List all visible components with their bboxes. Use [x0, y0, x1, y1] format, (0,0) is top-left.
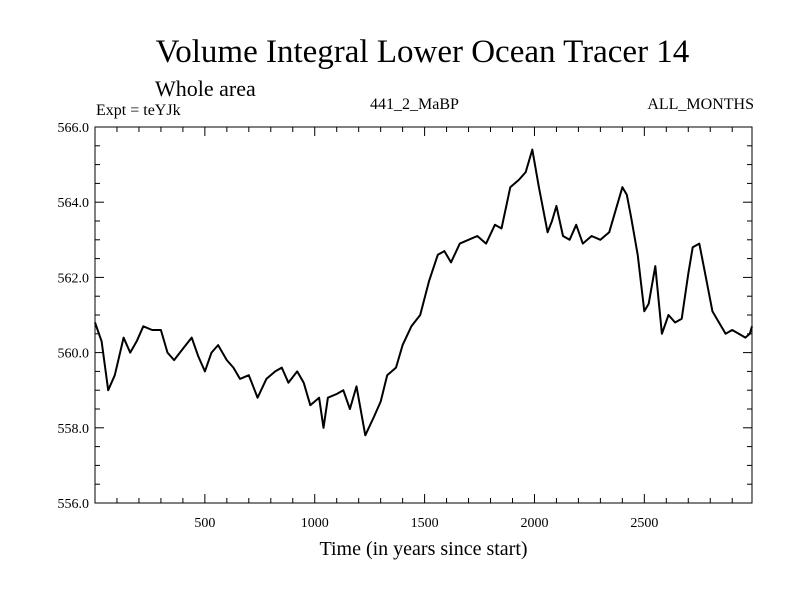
x-tick-label: 1000: [301, 516, 329, 531]
x-tick-label: 500: [194, 516, 215, 531]
y-tick-label: 564.0: [58, 196, 90, 211]
x-tick-label: 2000: [520, 516, 548, 531]
run-id-label: 441_2_MaBP: [370, 96, 459, 113]
series-line: [94, 148, 753, 437]
chart-title: Volume Integral Lower Ocean Tracer 14: [155, 34, 690, 70]
x-axis-label: Time (in years since start): [319, 538, 528, 560]
x-tick-label: 1500: [411, 516, 439, 531]
y-tick-label: 556.0: [58, 497, 90, 512]
chart-subtitle: Whole area: [155, 76, 256, 101]
y-tick-label: 566.0: [58, 121, 90, 136]
experiment-label: Expt = teYJk: [96, 102, 181, 119]
y-tick-label: 558.0: [58, 422, 90, 437]
x-tick-label: 2500: [630, 516, 658, 531]
y-tick-label: 562.0: [58, 271, 90, 286]
months-label: ALL_MONTHS: [647, 96, 754, 113]
y-tick-label: 560.0: [58, 347, 90, 362]
plot-frame: [94, 126, 753, 504]
